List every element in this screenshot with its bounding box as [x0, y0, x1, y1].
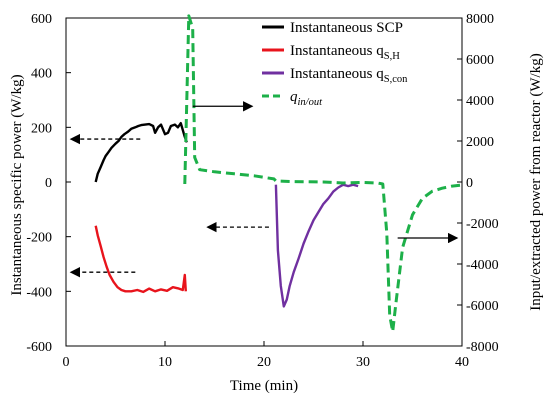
right-y-axis-title: Input/extracted power from reactor (W/kg…	[528, 53, 544, 310]
left-y-tick-label: 600	[31, 12, 52, 27]
left-y-tick-label: -600	[26, 340, 52, 355]
x-axis-title: Time (min)	[230, 378, 298, 394]
x-tick-label: 20	[257, 355, 271, 370]
right-y-tick-label: -6000	[466, 299, 499, 314]
left-y-axis: -600 -400 -200 0 200 400 600	[26, 12, 71, 355]
series-line-2	[94, 225, 187, 294]
x-tick-label: 30	[356, 355, 370, 370]
left-y-tick-label: 0	[45, 176, 52, 191]
series-line-4	[183, 14, 463, 334]
legend: Instantaneous SCP Instantaneous qS,H Insta…	[262, 20, 408, 108]
right-y-tick-label: -2000	[466, 217, 499, 232]
right-y-tick-label: -4000	[466, 258, 499, 273]
x-tick-label: 0	[63, 355, 70, 370]
right-y-tick-label: 6000	[466, 53, 494, 68]
series-line-3	[274, 183, 359, 308]
annotation-arrows	[69, 101, 459, 278]
right-y-axis: -8000 -6000 -4000 -2000 0 2000 4000 6000 8000	[457, 12, 499, 355]
right-y-tick-label: 4000	[466, 94, 494, 109]
left-y-tick-label: 400	[31, 67, 52, 82]
plot-border	[65, 17, 463, 347]
right-y-tick-label: 8000	[466, 12, 494, 27]
left-y-axis-title: Instantaneous specific power (W/kg)	[9, 74, 25, 295]
legend-label-4: qin/out	[290, 89, 323, 108]
right-y-tick-label: 0	[466, 176, 473, 191]
legend-label-1: Instantaneous SCP	[290, 20, 403, 36]
x-tick-label: 10	[158, 355, 172, 370]
left-y-tick-label: -200	[26, 231, 52, 246]
legend-label-2: Instantaneous qS,H	[290, 43, 400, 62]
x-axis: 0 10 20 30 40	[63, 341, 469, 370]
legend-label-3: Instantaneous qS,con	[290, 66, 408, 85]
series-line-1	[94, 122, 188, 183]
series-layer	[94, 14, 463, 334]
x-tick-label: 40	[455, 355, 469, 370]
right-y-tick-label: 2000	[466, 135, 494, 150]
left-y-tick-label: -400	[26, 285, 52, 300]
right-y-tick-label: -8000	[466, 340, 499, 355]
left-y-tick-label: 200	[31, 121, 52, 136]
plot-frame	[65, 17, 463, 347]
